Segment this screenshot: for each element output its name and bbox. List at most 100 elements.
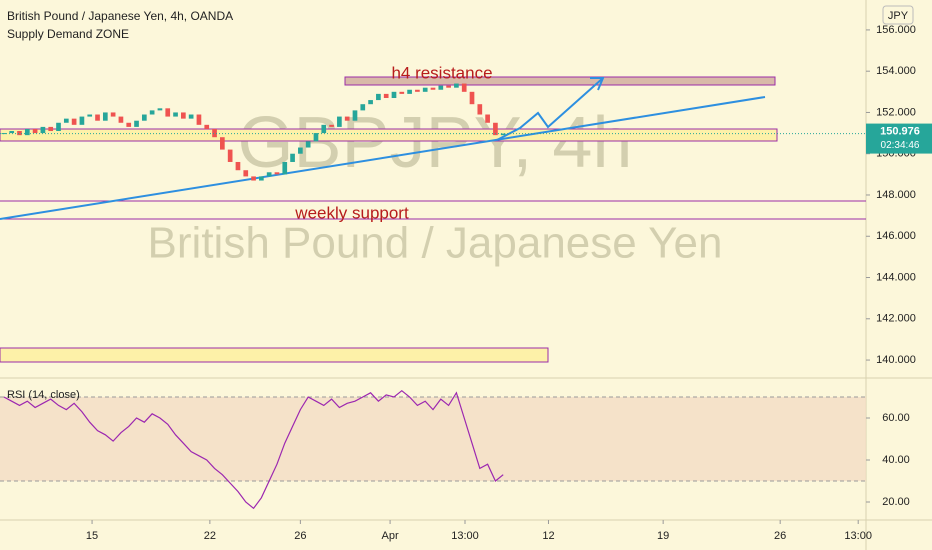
candle-body: [196, 114, 202, 125]
candle-body: [173, 112, 178, 117]
rsi-band: [0, 397, 866, 482]
x-tick-label: Apr: [382, 530, 399, 542]
y-tick-label: 156.000: [876, 24, 916, 36]
candle-body: [220, 137, 225, 150]
trendline: [0, 96, 766, 220]
candle-body: [391, 91, 397, 99]
candle-body: [500, 133, 506, 136]
candle-body: [17, 131, 22, 136]
currency-badge[interactable]: [882, 5, 914, 25]
candle-body: [24, 128, 30, 136]
candle-body: [141, 114, 147, 121]
candle-body: [126, 122, 132, 127]
candle-body: [422, 87, 428, 92]
y-tick-label: 20.00: [882, 496, 910, 508]
candle-body: [438, 85, 444, 90]
candle-body: [430, 87, 436, 90]
candle-body: [360, 104, 366, 111]
candle-body: [181, 112, 186, 119]
candle-body: [274, 172, 280, 175]
candle-body: [110, 112, 116, 117]
candle-body: [313, 133, 319, 142]
y-tick-label: 40.00: [882, 454, 910, 466]
candle-body: [63, 118, 69, 123]
x-tick-label: 12: [542, 530, 554, 542]
candle-body: [461, 83, 467, 92]
candle-body: [204, 124, 210, 129]
candle-body: [399, 91, 405, 94]
y-tick-label: 144.000: [876, 271, 916, 283]
demand-zone: [0, 347, 549, 363]
chart-title: British Pound / Japanese Yen, 4h, OANDA: [7, 9, 233, 23]
projection-arrow: [496, 77, 604, 141]
candle-body: [251, 176, 256, 181]
y-tick-label: 142.000: [876, 313, 916, 325]
candle-body: [477, 104, 483, 115]
candle-body: [56, 122, 61, 132]
candle-body: [102, 112, 108, 121]
candle-body: [149, 110, 155, 115]
resistance-zone: [344, 76, 776, 86]
x-tick-label: 19: [657, 530, 669, 542]
y-tick-label: 154.000: [876, 65, 916, 77]
candle-body: [493, 122, 498, 136]
candle-body: [9, 131, 15, 134]
x-tick-label: 22: [204, 530, 216, 542]
candle-body: [165, 108, 171, 117]
arrow-head: [590, 77, 605, 91]
candle-body: [40, 126, 46, 134]
x-tick-label: 26: [294, 530, 306, 542]
watermark-subtitle: British Pound / Japanese Yen: [148, 219, 723, 268]
candle-body: [157, 108, 163, 111]
candle-body: [32, 128, 38, 134]
candle-body: [376, 93, 381, 101]
candle-body: [407, 89, 412, 94]
candle-body: [469, 91, 475, 105]
candle-body: [344, 116, 350, 121]
candle-body: [212, 128, 217, 138]
x-tick-label: 15: [86, 530, 98, 542]
candle-body: [298, 147, 303, 154]
candle-body: [95, 114, 100, 121]
candle-body: [454, 83, 459, 88]
candle-body: [48, 126, 54, 132]
candle-body: [235, 161, 241, 171]
annotation: h4 resistance: [391, 63, 492, 82]
candle-body: [188, 114, 194, 119]
candle-body: [415, 89, 420, 92]
candle-body: [71, 118, 77, 125]
y-tick-label: 60.00: [882, 412, 910, 424]
x-tick-label: 13:00: [844, 530, 872, 542]
chart-subtitle: Supply Demand ZONE: [7, 27, 129, 41]
candle-body: [282, 161, 288, 175]
indicator-title: RSI (14, close): [7, 389, 80, 401]
x-tick-label: 26: [774, 530, 786, 542]
candle-body: [321, 124, 327, 134]
candle-body: [305, 141, 311, 148]
last-price: 150.976: [880, 125, 920, 137]
candle-body: [485, 114, 490, 123]
candle-body: [446, 85, 451, 88]
y-tick-label: 148.000: [876, 189, 916, 201]
candle-body: [243, 170, 249, 177]
y-tick-label: 146.000: [876, 230, 916, 242]
currency: JPY: [888, 10, 909, 22]
candle-body: [79, 116, 85, 125]
rsi-line: [3, 389, 504, 510]
countdown: 02:34:46: [881, 140, 920, 151]
last-price-badge: [866, 123, 932, 154]
candle-body: [87, 114, 93, 117]
y-tick-label: 152.000: [876, 106, 916, 118]
annotation: weekly support: [294, 203, 409, 222]
x-tick-label: 13:00: [451, 530, 479, 542]
candle-body: [337, 116, 342, 127]
candle-body: [118, 116, 124, 123]
candle-body: [266, 172, 272, 177]
y-tick-label: 140.000: [876, 354, 916, 366]
candle-body: [259, 176, 264, 181]
candle-body: [329, 124, 334, 127]
demand-zone: [0, 128, 778, 142]
candle-body: [352, 110, 358, 121]
candle-body: [290, 153, 295, 162]
